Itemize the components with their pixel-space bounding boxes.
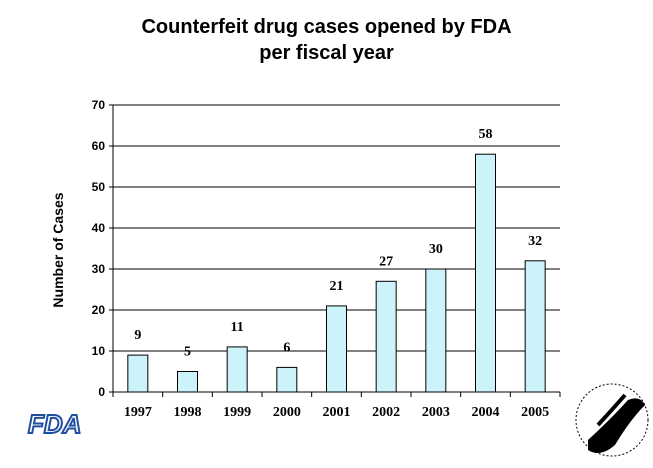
y-tick-label: 0 (98, 385, 105, 399)
y-tick-label: 20 (92, 303, 106, 317)
svg-text:FDA: FDA (28, 409, 81, 439)
x-tick-label: 1998 (174, 405, 202, 420)
bar-2000 (276, 366, 298, 393)
bar-2002 (375, 280, 397, 393)
y-tick-label: 10 (92, 344, 106, 358)
chart-title-line2: per fiscal year (259, 42, 394, 64)
y-tick-label: 30 (92, 262, 106, 276)
data-label-1999: 11 (231, 320, 244, 335)
x-tick-label: 2001 (323, 405, 351, 420)
bar-2001 (326, 305, 347, 393)
x-tick-label: 2005 (521, 405, 549, 420)
x-tick-label: 1999 (223, 405, 251, 420)
data-label-1997: 9 (134, 328, 141, 343)
x-tick-label: 2000 (273, 405, 301, 420)
y-tick-label: 50 (92, 180, 106, 194)
bar-2004 (475, 153, 496, 393)
data-label-2005: 32 (528, 234, 542, 249)
bar-2005 (524, 260, 546, 393)
data-label-2002: 27 (379, 254, 393, 269)
y-tick-label: 60 (92, 139, 106, 153)
bar-1998 (177, 371, 198, 393)
x-tick-label: 1997 (124, 405, 152, 420)
fda-logo: FDA (27, 408, 82, 440)
data-label-1998: 5 (184, 345, 191, 360)
bar-2003 (425, 268, 447, 393)
data-label-2003: 30 (429, 242, 443, 257)
x-tick-label: 2002 (372, 405, 400, 420)
x-tick-label: 2003 (422, 405, 450, 420)
chart-title-line1: Counterfeit drug cases opened by FDA (141, 16, 512, 38)
data-label-2000: 6 (283, 340, 290, 355)
bar-1999 (226, 346, 248, 393)
y-tick-label: 40 (92, 221, 106, 235)
hhs-seal-logo (575, 383, 649, 457)
bar-1997 (127, 354, 149, 393)
data-label-2001: 21 (330, 279, 344, 294)
x-tick-label: 2004 (472, 405, 500, 420)
data-label-2004: 58 (479, 127, 493, 142)
y-axis-label: Number of Cases (50, 192, 66, 307)
y-tick-label: 70 (92, 98, 106, 112)
